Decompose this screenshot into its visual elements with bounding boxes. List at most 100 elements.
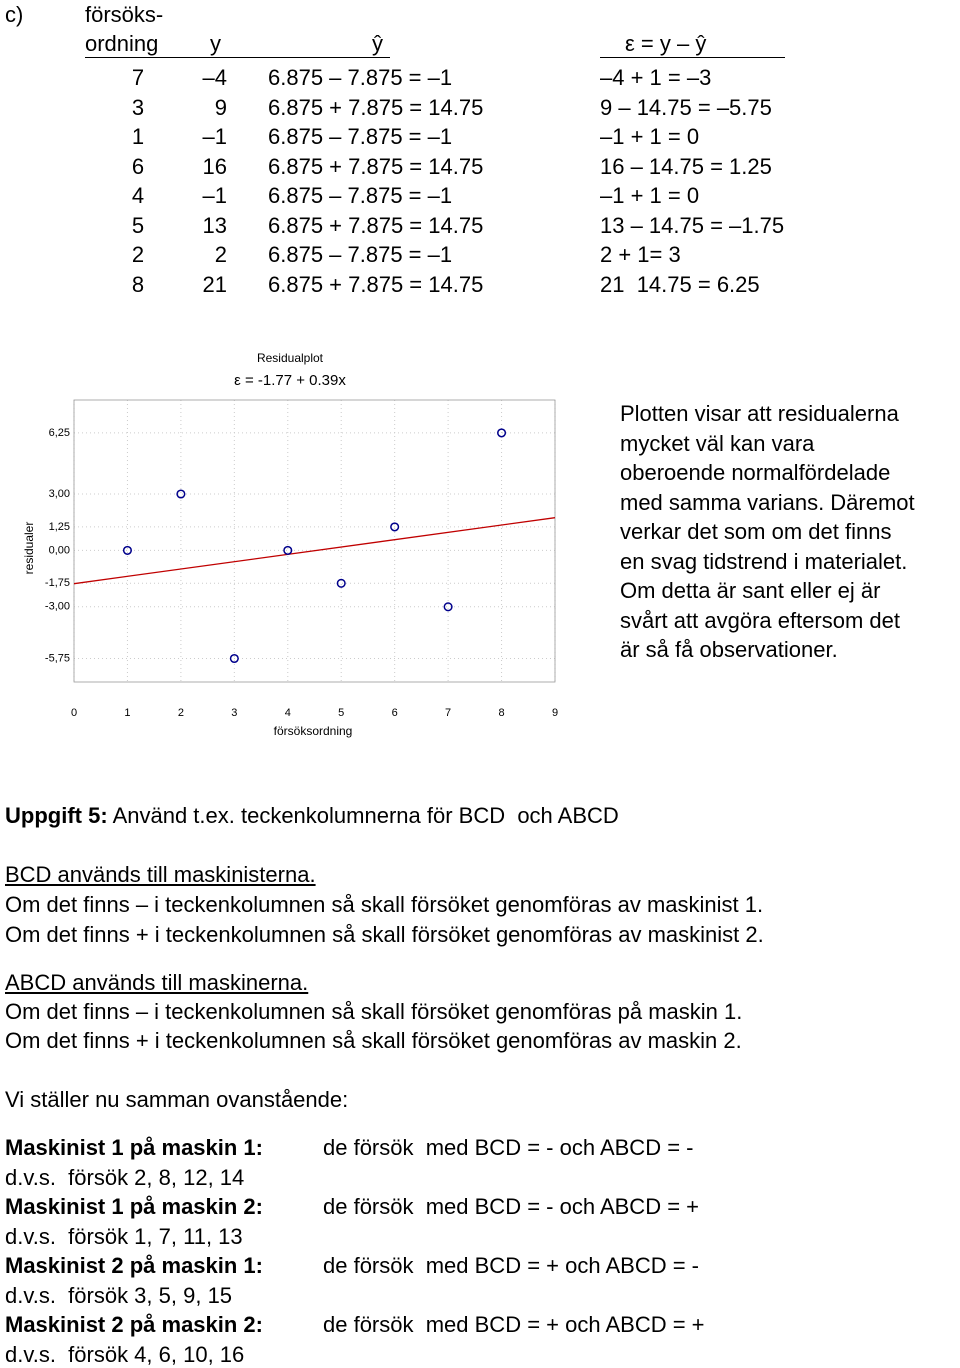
text-line: Om det finns + i teckenkolumnen så skall…: [5, 1028, 742, 1053]
x-tick-label: 5: [338, 707, 344, 719]
chart-subtitle: ε = -1.77 + 0.39x: [234, 372, 346, 389]
table-cell: –4 + 1 = –3: [600, 65, 712, 90]
x-tick-label: 7: [445, 707, 451, 719]
table-cell: –1: [202, 124, 227, 149]
point: [390, 522, 400, 532]
header-cell: ε = y – ŷ: [625, 31, 707, 56]
note-line: Om detta är sant eller ej är: [620, 578, 881, 603]
table-cell: 6.875 + 7.875 = 14.75: [268, 212, 484, 238]
table-cell: 5: [131, 212, 145, 238]
table-cell: 6.875 – 7.875 = –1: [268, 183, 453, 208]
table-cell: 4: [131, 183, 145, 208]
table-cell: 9 – 14.75 = –5.75: [600, 94, 772, 120]
table-cell: 2 + 1= 3: [600, 242, 681, 267]
summary-label: Maskinist 2 på maskin 2:: [5, 1312, 263, 1337]
table-cell: –1: [202, 183, 227, 208]
point: [229, 653, 239, 664]
table-cell: 1: [131, 124, 145, 149]
note-line: svårt att avgöra eftersom det: [620, 607, 901, 633]
table-cell: 6.875 – 7.875 = –1: [268, 124, 453, 149]
subheading: ABCD används till maskinerna.: [5, 970, 309, 995]
text-line: Om det finns + i teckenkolumnen så skall…: [5, 922, 764, 947]
section-label: c): [5, 2, 24, 27]
header-cell: försöks-: [85, 2, 164, 27]
table-cell: 2: [131, 242, 145, 267]
summary-text: de försök med BCD = + och ABCD = +: [323, 1312, 705, 1337]
point: [497, 428, 507, 438]
x-axis-label: försöksordning: [274, 724, 353, 738]
task-heading: Uppgift 5: Använd t.ex. teckenkolumnerna…: [5, 803, 619, 829]
table-cell: –1 + 1 = 0: [600, 183, 700, 208]
header-cell: ordning: [85, 31, 159, 56]
y-tick-label: -5,75: [45, 652, 70, 664]
table-cell: 8: [131, 271, 145, 297]
y-tick-label: 3,00: [49, 488, 70, 500]
summary-text: de försök med BCD = - och ABCD = +: [323, 1194, 699, 1219]
summary-detail: d.v.s. försök 4, 6, 10, 16: [5, 1341, 245, 1367]
table-cell: 6.875 + 7.875 = 14.75: [268, 153, 484, 179]
table-cell: 7: [131, 65, 145, 90]
header-cell: ŷ: [372, 31, 383, 56]
table-cell: 6.875 + 7.875 = 14.75: [268, 94, 484, 120]
text-line: Vi ställer nu samman ovanstående:: [5, 1087, 349, 1112]
table-cell: 13 – 14.75 = –1.75: [600, 212, 785, 238]
point: [336, 578, 346, 588]
chart-title: Residualplot: [257, 351, 324, 365]
table-cell: 3: [131, 94, 145, 120]
note-line: mycket väl kan vara: [620, 430, 815, 456]
point: [283, 545, 293, 555]
table-cell: 9: [214, 94, 227, 120]
text-line: Om det finns – i teckenkolumnen så skall…: [5, 999, 743, 1024]
header-underline: [600, 57, 785, 58]
note-line: oberoende normalfördelade: [620, 460, 891, 485]
plot-frame: [73, 399, 556, 683]
x-tick-label: 4: [285, 707, 291, 719]
y-tick-label: 1,25: [49, 521, 70, 533]
point: [443, 602, 453, 612]
summary-detail: d.v.s. försök 1, 7, 11, 13: [5, 1223, 243, 1249]
note-line: en svag tidstrend i materialet.: [620, 548, 908, 574]
table-cell: –4: [202, 65, 227, 90]
note-line: är så få observationer.: [620, 637, 838, 662]
table-cell: 2: [214, 242, 227, 267]
summary-label: Maskinist 1 på maskin 1:: [5, 1135, 263, 1160]
x-tick-label: 2: [178, 707, 184, 719]
subheading: BCD används till maskinisterna.: [5, 862, 316, 887]
task-label: Uppgift 5:: [5, 803, 108, 828]
table-cell: 16: [202, 153, 227, 179]
y-axis-label: residualer: [22, 522, 36, 575]
x-tick-label: 9: [552, 707, 558, 719]
table-cell: –1 + 1 = 0: [600, 124, 700, 149]
note-line: Plotten visar att residualerna: [620, 401, 899, 426]
chart: Residualplot ε = -1.77 + 0.39x försöksor…: [20, 351, 565, 740]
summary-text: de försök med BCD = - och ABCD = -: [323, 1135, 694, 1160]
summary-detail: d.v.s. försök 3, 5, 9, 15: [5, 1282, 233, 1308]
text-line: Om det finns – i teckenkolumnen så skall…: [5, 892, 764, 917]
x-tick-label: 0: [71, 707, 77, 719]
table-cell: 21 14.75 = 6.25: [600, 271, 760, 297]
note-line: verkar det som om det finns: [620, 519, 892, 544]
note-line: med samma varians. Däremot: [620, 489, 915, 515]
chart-background: [20, 360, 565, 740]
summary-label: Maskinist 2 på maskin 1:: [5, 1253, 263, 1278]
header-cell: y: [210, 31, 221, 56]
table-cell: 13: [202, 212, 227, 238]
summary-label: Maskinist 1 på maskin 2:: [5, 1194, 263, 1219]
x-tick-label: 8: [498, 707, 504, 719]
y-tick-label: 6,25: [49, 427, 70, 439]
x-tick-label: 3: [231, 707, 237, 719]
header-underline: [85, 57, 390, 58]
y-tick-label: -1,75: [45, 577, 70, 589]
table-cell: 6: [131, 153, 145, 179]
summary-detail: d.v.s. försök 2, 8, 12, 14: [5, 1164, 245, 1190]
table-cell: 6.875 – 7.875 = –1: [268, 242, 453, 267]
table-cell: 6.875 – 7.875 = –1: [268, 65, 453, 90]
point: [176, 489, 186, 499]
x-tick-label: 1: [124, 707, 130, 719]
table-cell: 16 – 14.75 = 1.25: [600, 153, 772, 179]
summary-text: de försök med BCD = + och ABCD = -: [323, 1253, 699, 1278]
y-tick-label: 0,00: [49, 544, 70, 556]
y-tick-label: -3,00: [45, 601, 70, 613]
x-tick-label: 6: [392, 707, 398, 719]
